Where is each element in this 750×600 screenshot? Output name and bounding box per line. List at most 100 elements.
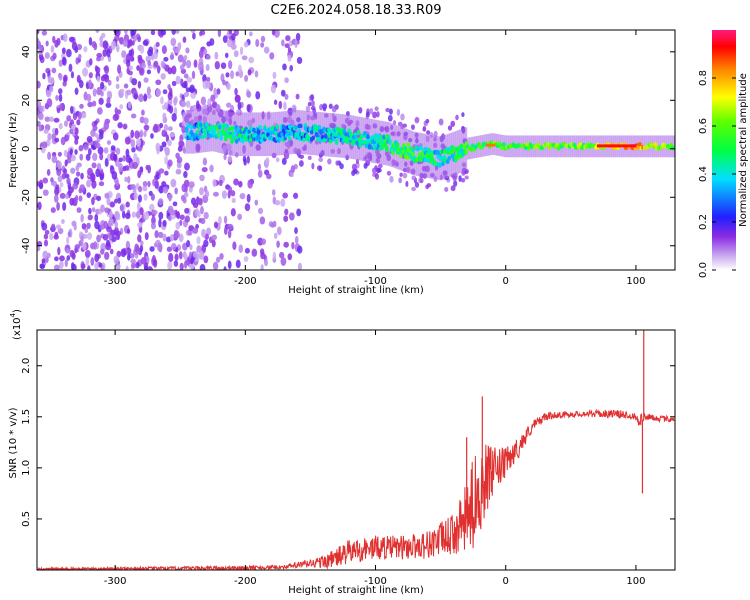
spectrogram-noise-cell — [79, 103, 84, 109]
spectrogram-noise-cell — [62, 80, 67, 87]
spectrogram-noise-cell — [112, 113, 119, 122]
spectrogram-noise-cell — [80, 234, 84, 244]
spectrogram-noise-cell — [54, 256, 59, 262]
spectrogram-ridge-cell — [438, 163, 442, 168]
spectrogram-noise-cell — [50, 45, 55, 53]
spectrogram-noise-cell — [296, 208, 302, 217]
spectrogram-noise-cell — [179, 262, 184, 270]
spectrogram-noise-cell — [119, 104, 124, 110]
spectrogram-noise-cell — [246, 155, 250, 164]
spectrogram-noise-cell — [63, 120, 69, 127]
snr-xtick-label: -300 — [104, 576, 127, 587]
spectrogram-noise-cell — [99, 129, 104, 136]
spectrogram-noise-cell — [162, 219, 167, 227]
spectrogram-noise-cell — [124, 30, 128, 35]
snr-xtick-label: -100 — [364, 576, 387, 587]
spectrogram-noise-cell — [167, 126, 173, 132]
spectrogram-noise-cell — [117, 64, 122, 74]
spectrogram-noise-cell — [163, 56, 169, 62]
spectrogram-noise-cell — [178, 140, 185, 148]
spectrogram-noise-cell — [265, 157, 270, 166]
spectrogram-noise-cell — [197, 197, 203, 206]
spectrogram-noise-cell — [238, 180, 243, 188]
spectrogram-ridge-cell — [384, 147, 389, 153]
spectrogram-ridge-cell — [281, 124, 286, 130]
spectrogram-noise-cell — [227, 190, 231, 199]
spectrogram-ridge-cell — [302, 136, 306, 142]
spectrogram-noise-cell — [116, 250, 122, 258]
spectrogram-noise-cell — [115, 230, 122, 236]
spectrogram-noise-cell — [140, 240, 144, 246]
spectrogram-noise-cell — [117, 197, 122, 204]
spectrogram-noise-cell — [161, 45, 167, 55]
spectrogram-noise-cell — [74, 149, 78, 155]
spectrogram-noise-cell — [167, 159, 173, 167]
spectrogram-noise-cell — [218, 179, 223, 187]
spectrogram-ridge-cell — [500, 145, 505, 151]
spectrogram-halo-cell — [414, 131, 417, 176]
spectrogram-noise-cell — [160, 60, 165, 68]
spectrogram-noise-cell — [72, 182, 79, 190]
spectrogram-ridge-cell — [469, 147, 473, 152]
spectrogram-ridge-cell — [356, 129, 361, 135]
spectrogram-noise-cell — [162, 233, 167, 242]
spectrogram-noise-cell — [142, 40, 149, 46]
colorbar-label: Normalized spectral amplitude — [738, 73, 749, 227]
spectrogram-noise-cell — [234, 94, 241, 103]
spectrogram-noise-cell — [100, 204, 105, 213]
spectrogram-noise-cell — [106, 140, 111, 146]
spectrogram-noise-cell — [189, 244, 193, 251]
spectrogram-noise-cell — [120, 88, 125, 94]
spectrogram-noise-cell — [96, 195, 102, 202]
spectrogram-noise-cell — [141, 62, 146, 69]
spectrogram-noise-cell — [59, 103, 64, 111]
spectrogram-noise-cell — [182, 147, 187, 154]
spectrogram-noise-cell — [60, 136, 66, 146]
spectrogram-noise-cell — [43, 128, 49, 134]
spectrogram-noise-cell — [130, 56, 135, 62]
spectrogram-noise-cell — [109, 201, 116, 208]
spectrogram-noise-cell — [96, 75, 100, 83]
spectrogram-ridge-cell — [434, 161, 439, 167]
spectrogram-noise-cell — [51, 67, 57, 74]
spectrogram-noise-cell — [196, 236, 201, 245]
spectrogram-noise-cell — [118, 157, 123, 163]
spectrogram-noise-cell — [72, 112, 78, 121]
spectrogram-noise-cell — [50, 177, 54, 183]
spectrogram-noise-cell — [83, 45, 88, 53]
spectrogram-noise-cell — [78, 195, 83, 202]
spectrogram-noise-cell — [352, 168, 358, 174]
spectrogram-noise-cell — [464, 175, 469, 180]
spectrogram-noise-cell — [299, 154, 305, 159]
spectrogram-noise-cell — [153, 123, 159, 133]
spectrogram-noise-cell — [102, 40, 109, 50]
spectrogram-noise-cell — [200, 96, 207, 106]
spectrogram-ridge-cell — [275, 124, 280, 130]
spectrogram-noise-cell — [287, 54, 292, 62]
spectrogram-noise-cell — [206, 54, 211, 60]
spectrogram-noise-cell — [185, 47, 190, 54]
spectrogram-ridge-cell — [205, 122, 209, 127]
spectrogram-noise-cell — [133, 93, 138, 100]
spectrogram-noise-cell — [76, 43, 83, 51]
spectrogram-noise-cell — [238, 244, 244, 253]
spectrogram-noise-cell — [69, 128, 74, 135]
spectrogram-noise-cell — [127, 101, 132, 109]
spectrogram-noise-cell — [121, 210, 126, 219]
spectrogram-noise-cell — [139, 166, 144, 173]
spectrogram-noise-cell — [99, 35, 103, 43]
spectrogram-noise-cell — [39, 105, 44, 112]
spectrogram-noise-cell — [128, 49, 133, 57]
spectrogram-ridge-cell — [480, 145, 484, 150]
spectrogram-noise-cell — [160, 30, 167, 36]
spectrogram-noise-cell — [318, 157, 324, 163]
spectrogram-noise-cell — [121, 50, 127, 59]
spectrogram-noise-cell — [285, 35, 291, 42]
spectrogram-noise-cell — [143, 124, 150, 131]
spectrogram-noise-cell — [135, 210, 141, 219]
spectrogram-noise-cell — [55, 95, 59, 101]
spectrogram-noise-cell — [171, 65, 177, 75]
spectrogram-noise-cell — [114, 160, 120, 167]
spectrogram-noise-cell — [53, 117, 60, 123]
spectrogram-noise-cell — [64, 173, 70, 179]
